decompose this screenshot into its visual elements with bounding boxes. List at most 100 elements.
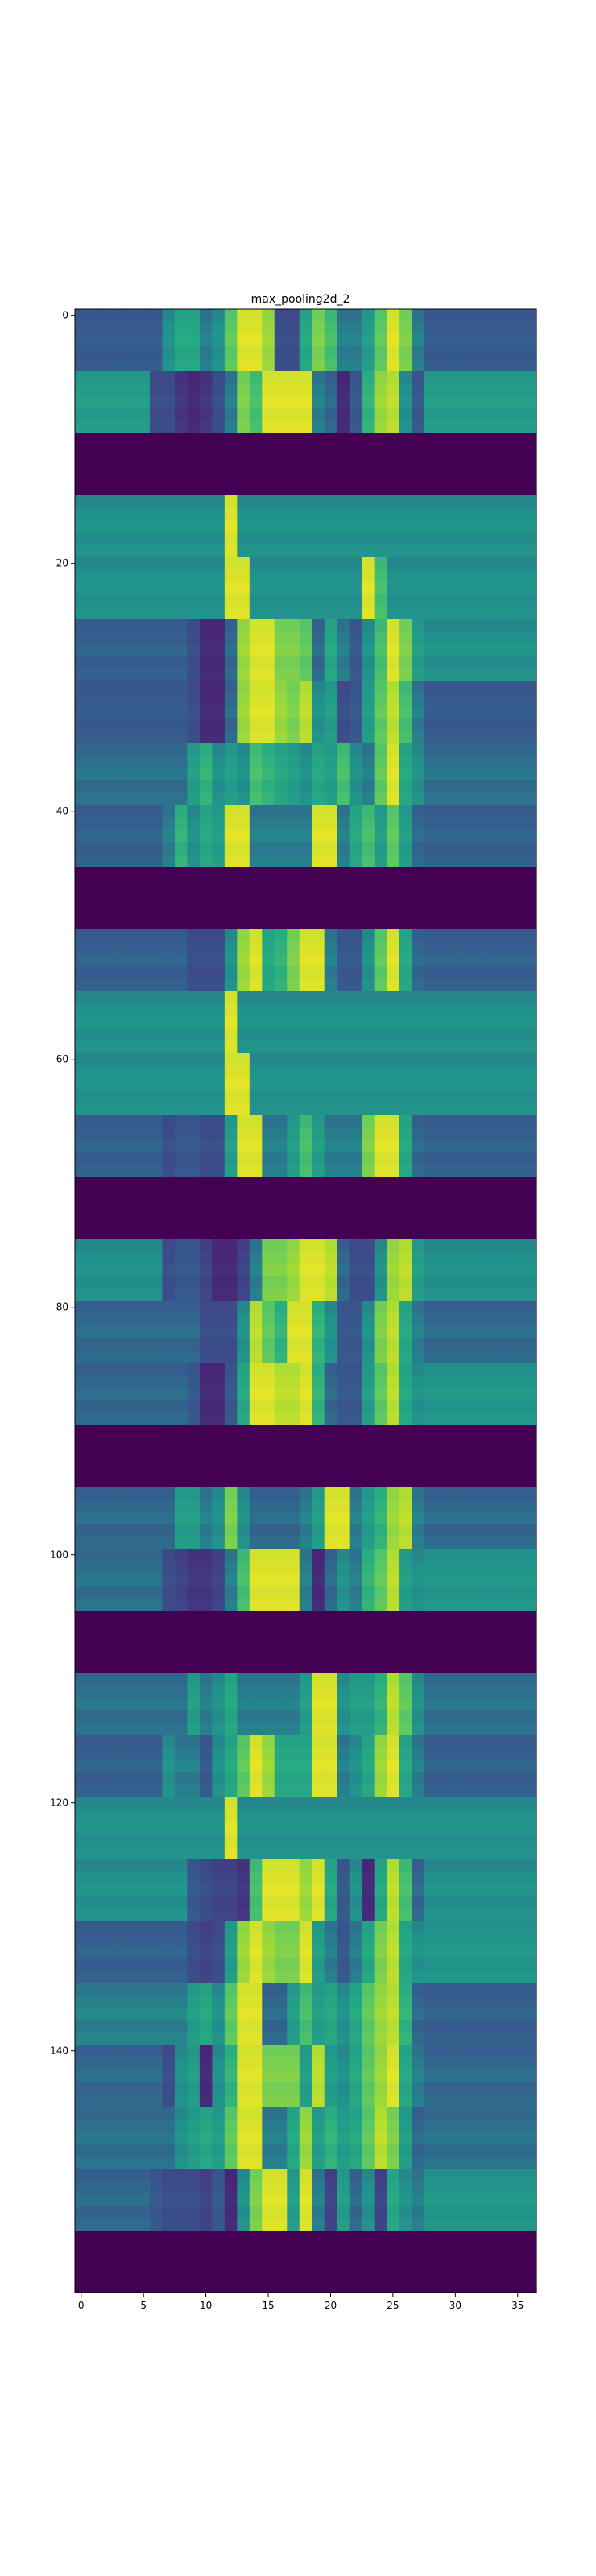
heatmap-cell xyxy=(274,1301,288,1314)
heatmap-cell xyxy=(87,1375,101,1389)
heatmap-cell xyxy=(224,805,238,818)
heatmap-cell xyxy=(224,1623,238,1637)
heatmap-cell xyxy=(249,507,263,521)
heatmap-cell xyxy=(162,1821,176,1835)
heatmap-cell xyxy=(99,619,114,632)
heatmap-cell xyxy=(511,1164,525,1178)
heatmap-cell xyxy=(87,693,101,707)
heatmap-cell xyxy=(524,309,537,322)
heatmap-cell xyxy=(437,1053,450,1066)
heatmap-cell xyxy=(474,767,487,781)
heatmap-cell xyxy=(524,1772,537,1785)
heatmap-cell xyxy=(149,1524,163,1538)
heatmap-cell xyxy=(112,1263,126,1277)
heatmap-cell xyxy=(499,532,512,546)
heatmap-cell xyxy=(461,1499,475,1513)
heatmap-cell xyxy=(174,1152,188,1166)
heatmap-cell xyxy=(374,1921,387,1934)
heatmap-cell xyxy=(449,1883,462,1897)
heatmap-cell xyxy=(511,1673,525,1686)
heatmap-cell xyxy=(124,1759,139,1773)
heatmap-cell xyxy=(137,1201,151,1215)
heatmap-cell xyxy=(262,482,275,496)
heatmap-cell xyxy=(124,1313,139,1327)
heatmap-cell xyxy=(224,1660,238,1674)
heatmap-cell xyxy=(274,1685,288,1699)
heatmap-cell xyxy=(486,1387,500,1401)
heatmap-cell xyxy=(387,1809,400,1823)
heatmap-cell xyxy=(249,457,263,471)
heatmap-cell xyxy=(137,643,151,657)
heatmap-cell xyxy=(461,1896,475,1909)
heatmap-cell xyxy=(312,1945,325,1959)
heatmap-cell xyxy=(162,408,176,422)
heatmap-cell xyxy=(174,433,188,446)
heatmap-cell xyxy=(149,1809,163,1823)
heatmap-cell xyxy=(237,1375,250,1389)
heatmap-cell xyxy=(362,1784,375,1798)
heatmap-cell xyxy=(337,643,350,657)
heatmap-cell xyxy=(124,333,139,347)
heatmap-cell xyxy=(174,1871,188,1885)
heatmap-cell xyxy=(249,1449,263,1463)
heatmap-cell xyxy=(174,482,188,496)
heatmap-cell xyxy=(461,395,475,409)
heatmap-cell xyxy=(149,309,163,322)
heatmap-cell xyxy=(187,1102,201,1116)
heatmap-cell xyxy=(399,966,412,980)
heatmap-cell xyxy=(461,929,475,942)
heatmap-cell xyxy=(212,1301,226,1314)
heatmap-cell xyxy=(312,1735,325,1748)
heatmap-cell xyxy=(124,1524,139,1538)
heatmap-cell xyxy=(162,929,176,942)
heatmap-cell xyxy=(461,867,475,880)
heatmap-cell xyxy=(124,1487,139,1500)
heatmap-cell xyxy=(412,519,425,533)
heatmap-cell xyxy=(212,916,226,930)
heatmap-cell xyxy=(287,371,300,384)
heatmap-cell xyxy=(312,1834,325,1847)
heatmap-cell xyxy=(162,1375,176,1389)
heatmap-cell xyxy=(124,705,139,719)
heatmap-cell xyxy=(424,730,437,744)
heatmap-cell xyxy=(374,532,387,546)
heatmap-cell xyxy=(174,1338,188,1352)
heatmap-cell xyxy=(149,1536,163,1550)
heatmap-cell xyxy=(162,1722,176,1736)
heatmap-cell xyxy=(399,854,412,868)
heatmap-cell xyxy=(199,656,213,670)
heatmap-cell xyxy=(212,1028,226,1042)
heatmap-cell xyxy=(374,755,387,769)
heatmap-cell xyxy=(349,1524,362,1538)
heatmap-cell xyxy=(299,1524,312,1538)
heatmap-cell xyxy=(124,433,139,446)
heatmap-cell xyxy=(461,1276,475,1290)
heatmap-cell xyxy=(499,966,512,980)
heatmap-cell xyxy=(486,693,500,707)
heatmap-cell xyxy=(262,321,275,335)
heatmap-cell xyxy=(474,1387,487,1401)
heatmap-cell xyxy=(162,1883,176,1897)
heatmap-cell xyxy=(337,594,350,608)
heatmap-cell xyxy=(399,507,412,521)
heatmap-cell xyxy=(349,1102,362,1116)
heatmap-cell xyxy=(299,1735,312,1748)
heatmap-cell xyxy=(437,1239,450,1252)
heatmap-cell xyxy=(224,1462,238,1476)
heatmap-cell xyxy=(174,929,188,942)
heatmap-cell xyxy=(437,1288,450,1302)
heatmap-cell xyxy=(461,1487,475,1500)
heatmap-cell xyxy=(511,730,525,744)
heatmap-cell xyxy=(449,1325,462,1339)
heatmap-cell xyxy=(75,1028,89,1042)
heatmap-cell xyxy=(287,1759,300,1773)
heatmap-cell xyxy=(199,1921,213,1934)
heatmap-cell xyxy=(174,1177,188,1190)
heatmap-cell xyxy=(499,1040,512,1054)
heatmap-cell xyxy=(87,631,101,645)
heatmap-cell xyxy=(287,309,300,322)
heatmap-cell xyxy=(99,1449,114,1463)
heatmap-cell xyxy=(511,991,525,1004)
heatmap-cell xyxy=(137,1945,151,1959)
heatmap-cell xyxy=(124,743,139,756)
